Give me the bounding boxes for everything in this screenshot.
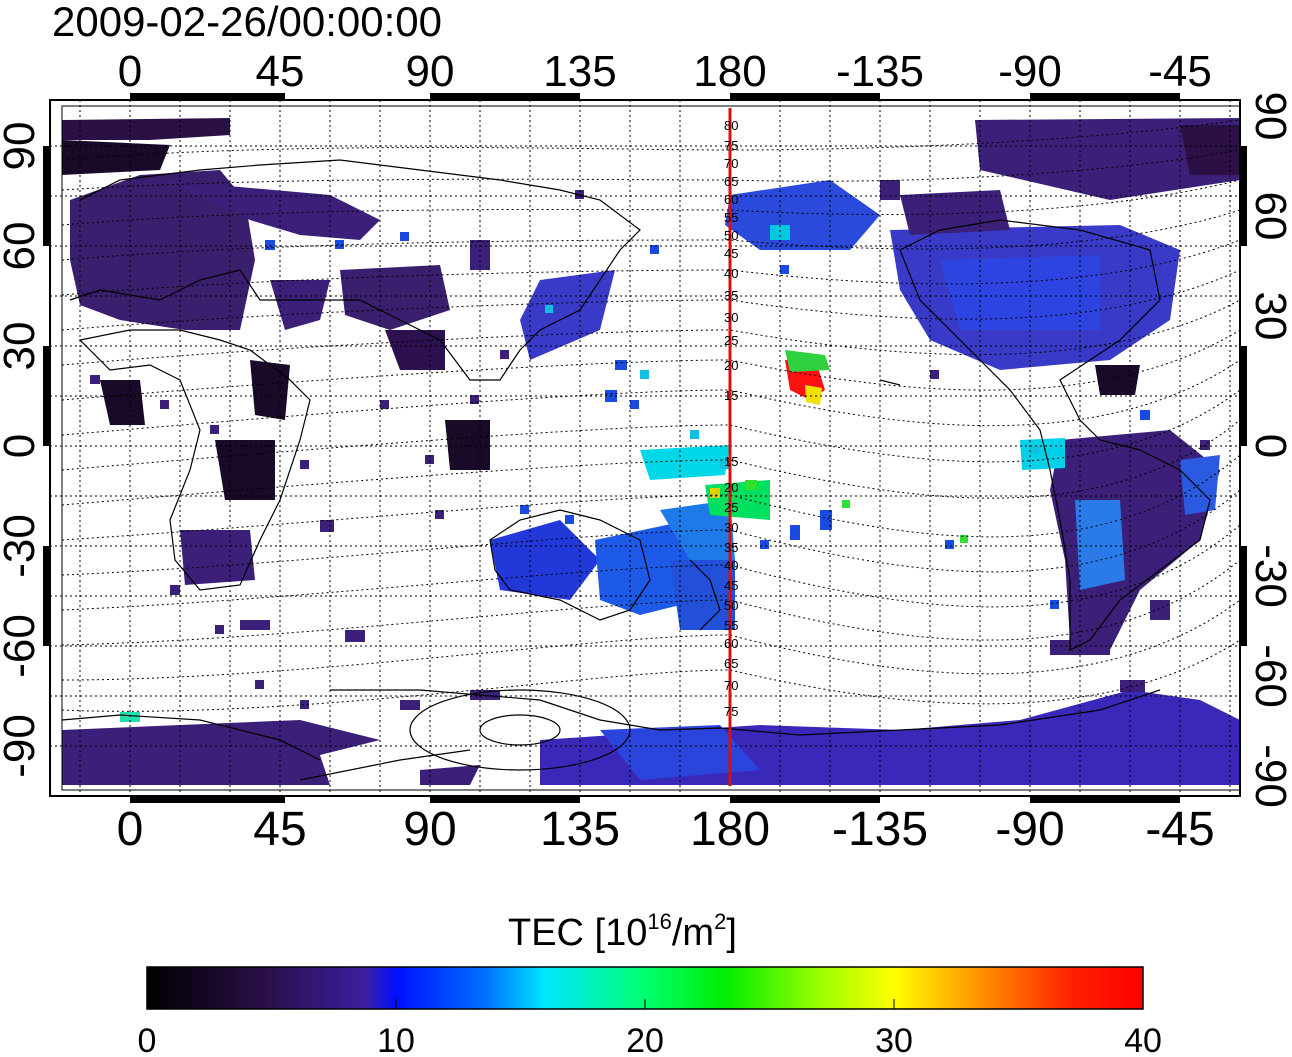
meridian-label: 60 <box>724 192 738 207</box>
right-tick-label: -60 <box>1246 644 1292 708</box>
meridian-label: 50 <box>724 228 738 243</box>
colorbar-title-end: ] <box>726 912 737 954</box>
meridian-label: 20 <box>724 480 738 495</box>
bottom-tick-label: -90 <box>995 803 1064 856</box>
colorbar-ticks <box>395 999 895 1009</box>
right-axis-labels: 90 60 30 0 -30 -60 -90 <box>1246 92 1292 808</box>
colorbar-title-mid: /m <box>672 912 714 954</box>
bottom-tick-label: 0 <box>117 803 144 856</box>
top-axis-labels: 0 45 90 135 180 -135 -90 -45 <box>118 47 1212 96</box>
meridian-label: 70 <box>724 156 738 171</box>
top-tick-label: 90 <box>406 47 455 96</box>
meridian-label: 75 <box>724 704 738 719</box>
tec-data-layer <box>62 118 1240 785</box>
colorbar-tick-label: 40 <box>1124 1022 1162 1057</box>
colorbar-title-sup1: 16 <box>647 909 671 934</box>
colorbar-tick-label: 0 <box>138 1022 157 1057</box>
right-tick-label: -90 <box>1246 744 1292 808</box>
left-tick-label: -60 <box>0 614 44 678</box>
meridian-label: 55 <box>724 618 738 633</box>
meridian-label: 30 <box>724 310 738 325</box>
meridian-label: 45 <box>724 578 738 593</box>
bottom-tick-label: 90 <box>403 803 456 856</box>
grid-lines <box>50 100 1240 796</box>
right-tick-label: 30 <box>1246 292 1292 341</box>
meridian-label: 65 <box>724 174 738 189</box>
right-tick-label: -30 <box>1246 544 1292 608</box>
left-tick-label: 0 <box>0 434 44 458</box>
meridian-label: 45 <box>724 246 738 261</box>
meridian-label: 30 <box>724 520 738 535</box>
bottom-tick-label: 45 <box>253 803 306 856</box>
coastlines <box>61 159 1211 781</box>
meridian-label: 35 <box>724 540 738 555</box>
inner-frame <box>61 105 1241 791</box>
plot-area: 80 75 70 65 60 55 50 45 40 35 30 25 20 1… <box>50 100 1240 796</box>
colorbar-title-main: TEC [10 <box>508 912 647 954</box>
meridian-label: 25 <box>724 500 738 515</box>
top-tick-label: 180 <box>693 47 766 96</box>
meridian-label: 40 <box>724 266 738 281</box>
meridian-label: 15 <box>724 454 738 469</box>
top-tick-label: 45 <box>256 47 305 96</box>
right-tick-label: 0 <box>1246 434 1292 458</box>
meridian-label: 70 <box>724 678 738 693</box>
bottom-axis-labels: 0 45 90 135 180 -135 -90 -45 <box>117 803 1215 856</box>
left-tick-label: 60 <box>0 222 44 271</box>
colorbar-tick-label: 30 <box>875 1022 913 1057</box>
right-tick-label: 90 <box>1246 92 1292 141</box>
bottom-tick-label: -135 <box>832 803 928 856</box>
right-tick-label: 60 <box>1246 192 1292 241</box>
map-title: 2009-02-26/00:00:00 <box>52 0 442 45</box>
colorbar-title: TEC [1016/m2] <box>508 909 737 954</box>
left-axis-labels: 90 60 30 0 -30 -60 -90 <box>0 122 44 778</box>
colorbar-title-sup2: 2 <box>714 909 726 934</box>
meridian-labels: 80 75 70 65 60 55 50 45 40 35 30 25 20 1… <box>724 118 738 719</box>
meridian-label: 75 <box>724 138 738 153</box>
meridian-label: 35 <box>724 288 738 303</box>
top-tick-label: 135 <box>543 47 616 96</box>
bottom-tick-label: 180 <box>690 803 770 856</box>
top-tick-label: 0 <box>118 47 142 96</box>
meridian-label: 15 <box>724 388 738 403</box>
top-tick-label: -135 <box>836 47 924 96</box>
colorbar-tick-label: 10 <box>377 1022 415 1057</box>
bottom-tick-label: -45 <box>1145 803 1214 856</box>
top-tick-label: -45 <box>1148 47 1212 96</box>
bottom-tick-label: 135 <box>540 803 620 856</box>
meridian-label: 50 <box>724 598 738 613</box>
meridian-label: 25 <box>724 333 738 348</box>
left-tick-label: 30 <box>0 322 44 371</box>
left-tick-label: 90 <box>0 122 44 171</box>
top-tick-label: -90 <box>998 47 1062 96</box>
meridian-label: 80 <box>724 118 738 133</box>
meridian-label: 65 <box>724 656 738 671</box>
frame-tick-bars <box>43 93 1247 803</box>
meridian-label: 60 <box>724 636 738 651</box>
meridian-label: 40 <box>724 558 738 573</box>
colorbar-tick-label: 20 <box>626 1022 664 1057</box>
colorbar-tick-labels: 0 10 20 30 40 <box>138 1022 1162 1057</box>
left-tick-label: -90 <box>0 714 44 778</box>
meridian-label: 55 <box>724 210 738 225</box>
magnetic-latitude-lines <box>61 119 1240 712</box>
left-tick-label: -30 <box>0 514 44 578</box>
meridian-label: 20 <box>724 358 738 373</box>
